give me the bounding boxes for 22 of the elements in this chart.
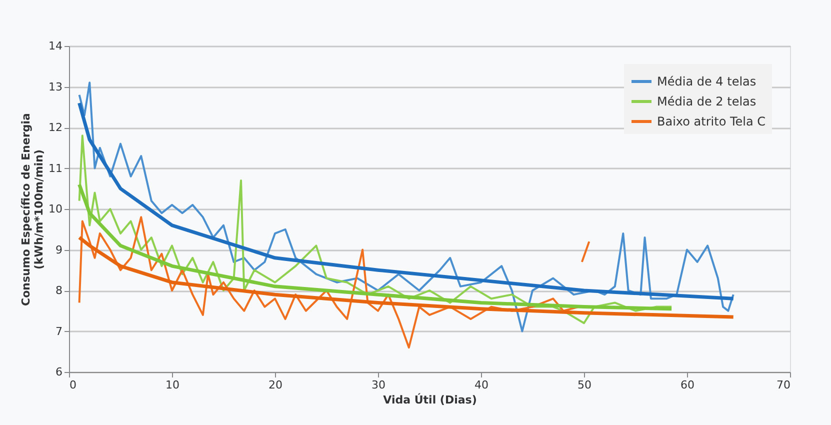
x-axis-title: Vida Útil (Dias) <box>383 392 477 406</box>
x-tick-label: 0 <box>70 378 76 392</box>
legend-label: Baixo atrito Tela C <box>657 114 766 128</box>
x-tick-label: 60 <box>680 378 694 392</box>
x-tick-label: 50 <box>578 378 592 392</box>
y-tick-label: 10 <box>48 202 62 216</box>
x-tick-label: 70 <box>776 378 790 392</box>
legend-label: Média de 4 telas <box>657 74 756 88</box>
y-tick-label: 9 <box>56 243 62 256</box>
legend-label: Média de 2 telas <box>657 94 756 108</box>
y-tick-label: 11 <box>48 162 62 175</box>
y-tick-label: 13 <box>48 80 62 94</box>
y-tick-label: 14 <box>48 40 62 52</box>
y-tick-label: 12 <box>48 121 62 134</box>
x-tick-label: 10 <box>166 378 180 392</box>
x-tick-label: 20 <box>268 378 282 392</box>
x-tick-label: 40 <box>474 378 488 392</box>
y-tick-label: 6 <box>56 366 62 378</box>
y-axis-title: Consumo Específico de Energia (kWh/m*100m/min) <box>20 113 46 306</box>
y-tick-label: 8 <box>56 284 62 297</box>
x-tick-label: 30 <box>372 378 386 392</box>
y-tick-label: 7 <box>56 324 62 338</box>
